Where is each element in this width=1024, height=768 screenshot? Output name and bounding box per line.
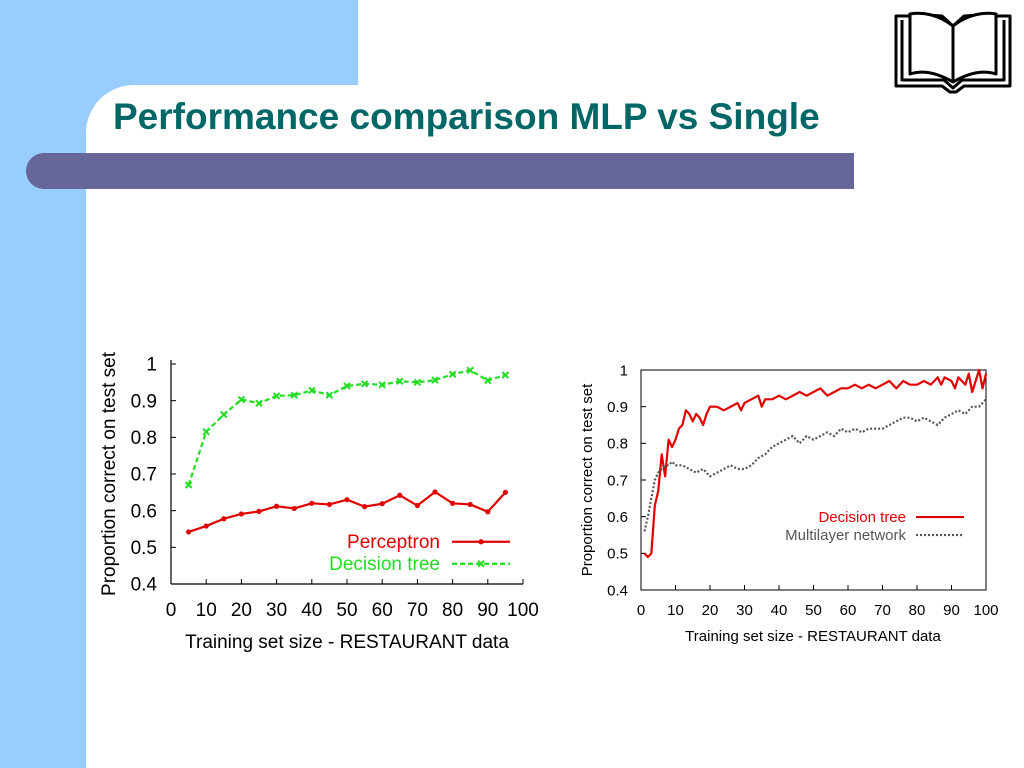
chart1-x-tick-label: 30 <box>266 600 287 621</box>
chart1-series-1-point <box>221 516 227 522</box>
chart1-legend-marker-2 <box>477 560 485 568</box>
title-underline-bar <box>26 153 854 189</box>
chart1-series-1-point <box>467 501 473 508</box>
chart1-series-1-point <box>432 489 438 495</box>
chart2-x-tick-label: 50 <box>805 602 822 619</box>
chart1-series-2-point <box>413 378 422 387</box>
chart2-x-tick-label: 20 <box>702 602 719 619</box>
chart1-series-2-point <box>290 391 298 399</box>
chart1-series-1-point <box>291 505 297 512</box>
chart1-x-tick-label: 20 <box>231 600 252 621</box>
slide-title: Performance comparison MLP vs Single <box>113 96 820 137</box>
chart1-x-tick-label: 60 <box>372 600 393 621</box>
chart2-x-tick-label: 40 <box>771 602 788 619</box>
chart1-legend-marker-1 <box>478 539 484 545</box>
chart1-x-axis-label: Training set size - RESTAURANT data <box>185 632 509 653</box>
chart1-y-tick-label: 0.5 <box>131 538 157 559</box>
chart2-y-tick-label: 0.7 <box>607 472 628 489</box>
chart1-y-tick-label: 0.4 <box>131 575 158 596</box>
chart1-series-2-point <box>360 380 369 388</box>
chart1-x-tick-label: 90 <box>477 600 498 621</box>
chart1-series-2-point <box>237 395 246 404</box>
chart1-series-2-point <box>325 391 334 399</box>
chart1-series-1-point <box>186 529 192 535</box>
chart2-series-line-1 <box>643 368 988 559</box>
chart1-series-1-point <box>379 501 385 507</box>
chart1-series-1-point <box>309 500 315 506</box>
chart1-series-2-point <box>184 481 193 489</box>
chart2-legend-label-2: Multilayer network <box>785 527 906 544</box>
chart1-y-tick-label: 0.6 <box>131 501 157 522</box>
chart1-series-2-point <box>396 377 404 385</box>
chart1-series-1-point <box>362 504 368 510</box>
chart1-series-2-point <box>255 399 263 407</box>
chart1-y-axis-label: Proportion correct on test set <box>99 351 120 596</box>
chart2-x-tick-label: 10 <box>667 602 684 619</box>
chart1-series-1-point <box>274 503 280 509</box>
chart1-x-tick-label: 70 <box>407 600 428 621</box>
chart1-series-1-point <box>238 511 244 517</box>
chart1-series-1-point <box>450 500 456 506</box>
chart1-series-2-point <box>308 386 316 395</box>
chart2-x-tick-label: 60 <box>840 602 857 619</box>
chart1-series-1-point <box>502 489 508 495</box>
chart1-series-1-point <box>256 508 262 514</box>
chart2-x-tick-label: 70 <box>874 602 891 619</box>
chart1-series-1-point <box>203 523 209 529</box>
chart2-y-tick-label: 0.5 <box>607 546 628 563</box>
chart1-y-tick-label: 0.9 <box>131 391 157 412</box>
chart1-series-2-point <box>220 410 228 419</box>
chart1-series-2-point <box>272 392 281 400</box>
chart1-y-tick-label: 0.8 <box>131 428 157 449</box>
chart2-series-line-2 <box>643 398 987 532</box>
chart1-legend-label-2: Decision tree <box>329 554 440 575</box>
chart1-y-tick-label: 1 <box>146 355 157 376</box>
chart1-series-1-point <box>485 509 491 515</box>
chart1-x-tick-label: 100 <box>507 600 539 621</box>
chart1-series-2-point <box>448 370 457 378</box>
chart1-series-1-point <box>326 501 332 508</box>
chart1-series-2-point <box>202 428 210 436</box>
chart2-y-tick-label: 0.9 <box>607 399 628 416</box>
chart1-series-2-point <box>343 382 351 390</box>
chart1-x-tick-label: 50 <box>336 600 357 621</box>
chart1-series-1-point <box>344 497 350 503</box>
chart1-series-2-point <box>501 371 510 379</box>
chart1-y-tick-label: 0.7 <box>131 465 157 486</box>
chart1-series-1-point <box>397 492 403 498</box>
chart2-y-tick-label: 0.6 <box>607 509 628 526</box>
chart2-x-axis-label: Training set size - RESTAURANT data <box>685 628 941 645</box>
chart1-series-2-point <box>466 366 474 374</box>
chart2-y-tick-label: 0.4 <box>607 582 628 599</box>
chart1-series-2-point <box>431 376 439 384</box>
chart2-x-tick-label: 80 <box>909 602 926 619</box>
chart1-x-tick-label: 40 <box>301 600 322 621</box>
chart2-y-tick-label: 1 <box>620 362 628 379</box>
open-book-icon <box>894 11 1012 94</box>
chart2-x-tick-label: 0 <box>637 602 645 619</box>
chart1-series-1-point <box>414 502 420 509</box>
chart2-y-tick-label: 0.8 <box>607 436 628 453</box>
chart2-y-axis-label: Proportion correct on test set <box>579 383 596 576</box>
chart1-x-tick-label: 80 <box>442 600 463 621</box>
chart1-legend-label-1: Perceptron <box>347 532 440 553</box>
chart1-series-2-point <box>378 381 386 389</box>
chart2-x-tick-label: 90 <box>943 602 960 619</box>
chart1-series-2-point <box>484 376 492 385</box>
chart2-legend-label-1: Decision tree <box>818 509 906 526</box>
chart1-x-tick-label: 0 <box>166 600 177 621</box>
chart2-plot-frame <box>640 369 987 591</box>
chart2-x-tick-label: 100 <box>973 602 998 619</box>
chart1-x-tick-label: 10 <box>196 600 217 621</box>
chart2-x-tick-label: 30 <box>736 602 753 619</box>
content-panel <box>86 85 1024 768</box>
